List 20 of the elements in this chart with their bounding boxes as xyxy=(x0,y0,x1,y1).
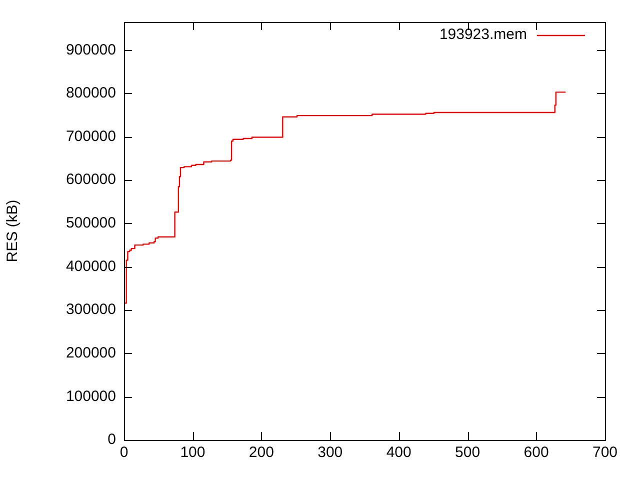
y-tick-label: 100000 xyxy=(66,388,116,405)
x-tick-label: 200 xyxy=(248,444,274,462)
y-tick-label: 200000 xyxy=(66,344,116,362)
y-axis-title: RES (kB) xyxy=(4,200,22,262)
y-tick-label: 700000 xyxy=(66,128,116,145)
x-tick-label: 600 xyxy=(524,444,549,462)
y-tick-label: 800000 xyxy=(66,84,116,102)
text: 193923.mem xyxy=(439,26,527,44)
x-tick-label: 400 xyxy=(386,444,412,462)
x-tick-label: 300 xyxy=(318,444,343,462)
y-tick-label: 0 xyxy=(108,431,116,448)
y-tick-label: 900000 xyxy=(66,41,116,58)
x-tick-label: 700 xyxy=(592,444,618,462)
x-tick-label: 500 xyxy=(455,444,480,462)
y-tick-label: 500000 xyxy=(66,214,116,232)
x-tick-label: 100 xyxy=(180,444,206,462)
x-tick-label: 0 xyxy=(120,444,128,462)
y-tick-label: 600000 xyxy=(66,171,116,188)
y-tick-label: 400000 xyxy=(66,258,116,275)
y-tick-label: 300000 xyxy=(66,301,116,318)
